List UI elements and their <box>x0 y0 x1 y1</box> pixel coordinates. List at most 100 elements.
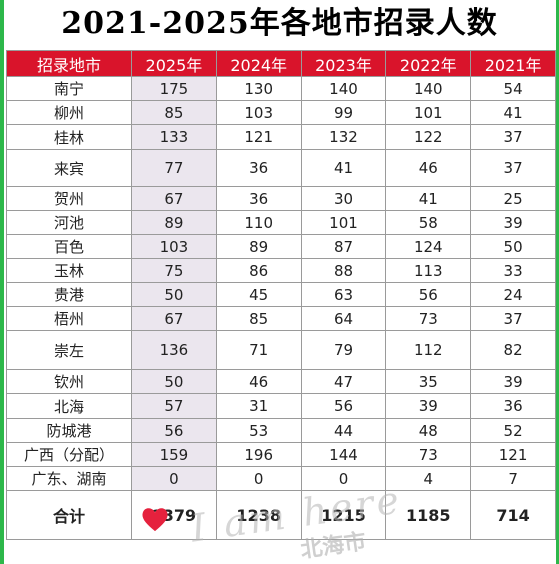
value-cell: 85 <box>215 306 302 331</box>
value-cell: 45 <box>215 282 302 307</box>
value-cell: 73 <box>385 306 472 331</box>
city-cell: 来宾 <box>6 149 132 187</box>
value-cell: 36 <box>215 149 302 187</box>
value-cell: 48 <box>385 418 472 443</box>
value-cell: 144 <box>300 442 387 467</box>
table-row: 防城港 56 53 44 48 52 <box>6 418 556 443</box>
value-cell: 50 <box>131 369 217 394</box>
value-cell: 41 <box>300 149 387 187</box>
value-cell: 39 <box>470 369 556 394</box>
value-cell: 99 <box>300 100 387 125</box>
value-cell: 56 <box>385 282 472 307</box>
city-cell: 崇左 <box>6 330 132 370</box>
city-cell: 玉林 <box>6 258 132 283</box>
value-cell: 37 <box>470 124 556 150</box>
value-cell: 82 <box>470 330 556 370</box>
table-row: 北海 57 31 56 39 36 <box>6 393 556 419</box>
city-cell: 北海 <box>6 393 132 419</box>
value-cell: 54 <box>470 76 556 101</box>
table-row: 梧州 67 85 64 73 37 <box>6 306 556 331</box>
total-value-cell: 1185 <box>385 490 472 540</box>
value-cell: 37 <box>470 306 556 331</box>
table-row: 来宾 77 36 41 46 37 <box>6 149 556 187</box>
value-cell: 46 <box>385 149 472 187</box>
value-cell: 37 <box>470 149 556 187</box>
city-cell: 梧州 <box>6 306 132 331</box>
left-accent-bar <box>0 0 4 564</box>
total-label: 合计 <box>6 490 132 540</box>
value-cell: 101 <box>300 210 387 235</box>
total-value-cell: 714 <box>470 490 556 540</box>
value-cell: 122 <box>385 124 472 150</box>
city-cell: 贵港 <box>6 282 132 307</box>
value-cell: 75 <box>131 258 217 283</box>
city-cell: 广西（分配） <box>6 442 132 467</box>
right-accent-bar <box>556 0 559 564</box>
table-row: 柳州 85 103 99 101 41 <box>6 100 556 125</box>
table-row: 南宁 175 130 140 140 54 <box>6 76 556 101</box>
value-cell: 47 <box>300 369 387 394</box>
table-row: 贵港 50 45 63 56 24 <box>6 282 556 307</box>
value-cell: 67 <box>131 306 217 331</box>
city-cell: 桂林 <box>6 124 132 150</box>
value-cell: 25 <box>470 186 556 211</box>
header-cell-2021: 2021年 <box>470 50 556 77</box>
value-cell: 101 <box>385 100 472 125</box>
value-cell: 140 <box>300 76 387 101</box>
value-cell: 124 <box>385 234 472 259</box>
city-cell: 广东、湖南 <box>6 466 132 491</box>
table-row: 桂林 133 121 132 122 37 <box>6 124 556 150</box>
value-cell: 87 <box>300 234 387 259</box>
header-cell-2022: 2022年 <box>385 50 472 77</box>
value-cell: 86 <box>215 258 302 283</box>
value-cell: 36 <box>470 393 556 419</box>
value-cell: 103 <box>215 100 302 125</box>
table-row: 崇左 136 71 79 112 82 <box>6 330 556 370</box>
value-cell: 159 <box>131 442 217 467</box>
value-cell: 110 <box>215 210 302 235</box>
value-cell: 130 <box>215 76 302 101</box>
table-row: 广东、湖南 0 0 0 4 7 <box>6 466 556 491</box>
value-cell: 67 <box>131 186 217 211</box>
header-cell-2025: 2025年 <box>131 50 217 77</box>
value-cell: 0 <box>131 466 217 491</box>
city-cell: 防城港 <box>6 418 132 443</box>
value-cell: 58 <box>385 210 472 235</box>
city-cell: 贺州 <box>6 186 132 211</box>
value-cell: 50 <box>470 234 556 259</box>
value-cell: 52 <box>470 418 556 443</box>
value-cell: 39 <box>385 393 472 419</box>
value-cell: 103 <box>131 234 217 259</box>
value-cell: 63 <box>300 282 387 307</box>
heart-icon <box>142 508 168 532</box>
value-cell: 36 <box>215 186 302 211</box>
value-cell: 7 <box>470 466 556 491</box>
header-cell-city: 招录地市 <box>6 50 132 77</box>
value-cell: 121 <box>470 442 556 467</box>
value-cell: 24 <box>470 282 556 307</box>
city-cell: 钦州 <box>6 369 132 394</box>
city-cell: 河池 <box>6 210 132 235</box>
value-cell: 44 <box>300 418 387 443</box>
value-cell: 77 <box>131 149 217 187</box>
value-cell: 57 <box>131 393 217 419</box>
value-cell: 136 <box>131 330 217 370</box>
value-cell: 140 <box>385 76 472 101</box>
value-cell: 0 <box>215 466 302 491</box>
city-cell: 百色 <box>6 234 132 259</box>
value-cell: 33 <box>470 258 556 283</box>
value-cell: 133 <box>131 124 217 150</box>
value-cell: 113 <box>385 258 472 283</box>
value-cell: 79 <box>300 330 387 370</box>
table-row: 河池 89 110 101 58 39 <box>6 210 556 235</box>
city-cell: 柳州 <box>6 100 132 125</box>
recruitment-table: 招录地市 2025年 2024年 2023年 2022年 2021年 南宁 175… <box>6 50 556 540</box>
value-cell: 53 <box>215 418 302 443</box>
table-row: 百色 103 89 87 124 50 <box>6 234 556 259</box>
table-row: 贺州 67 36 30 41 25 <box>6 186 556 211</box>
table-row: 玉林 75 86 88 113 33 <box>6 258 556 283</box>
value-cell: 112 <box>385 330 472 370</box>
value-cell: 41 <box>385 186 472 211</box>
value-cell: 73 <box>385 442 472 467</box>
table-row: 广西（分配） 159 196 144 73 121 <box>6 442 556 467</box>
